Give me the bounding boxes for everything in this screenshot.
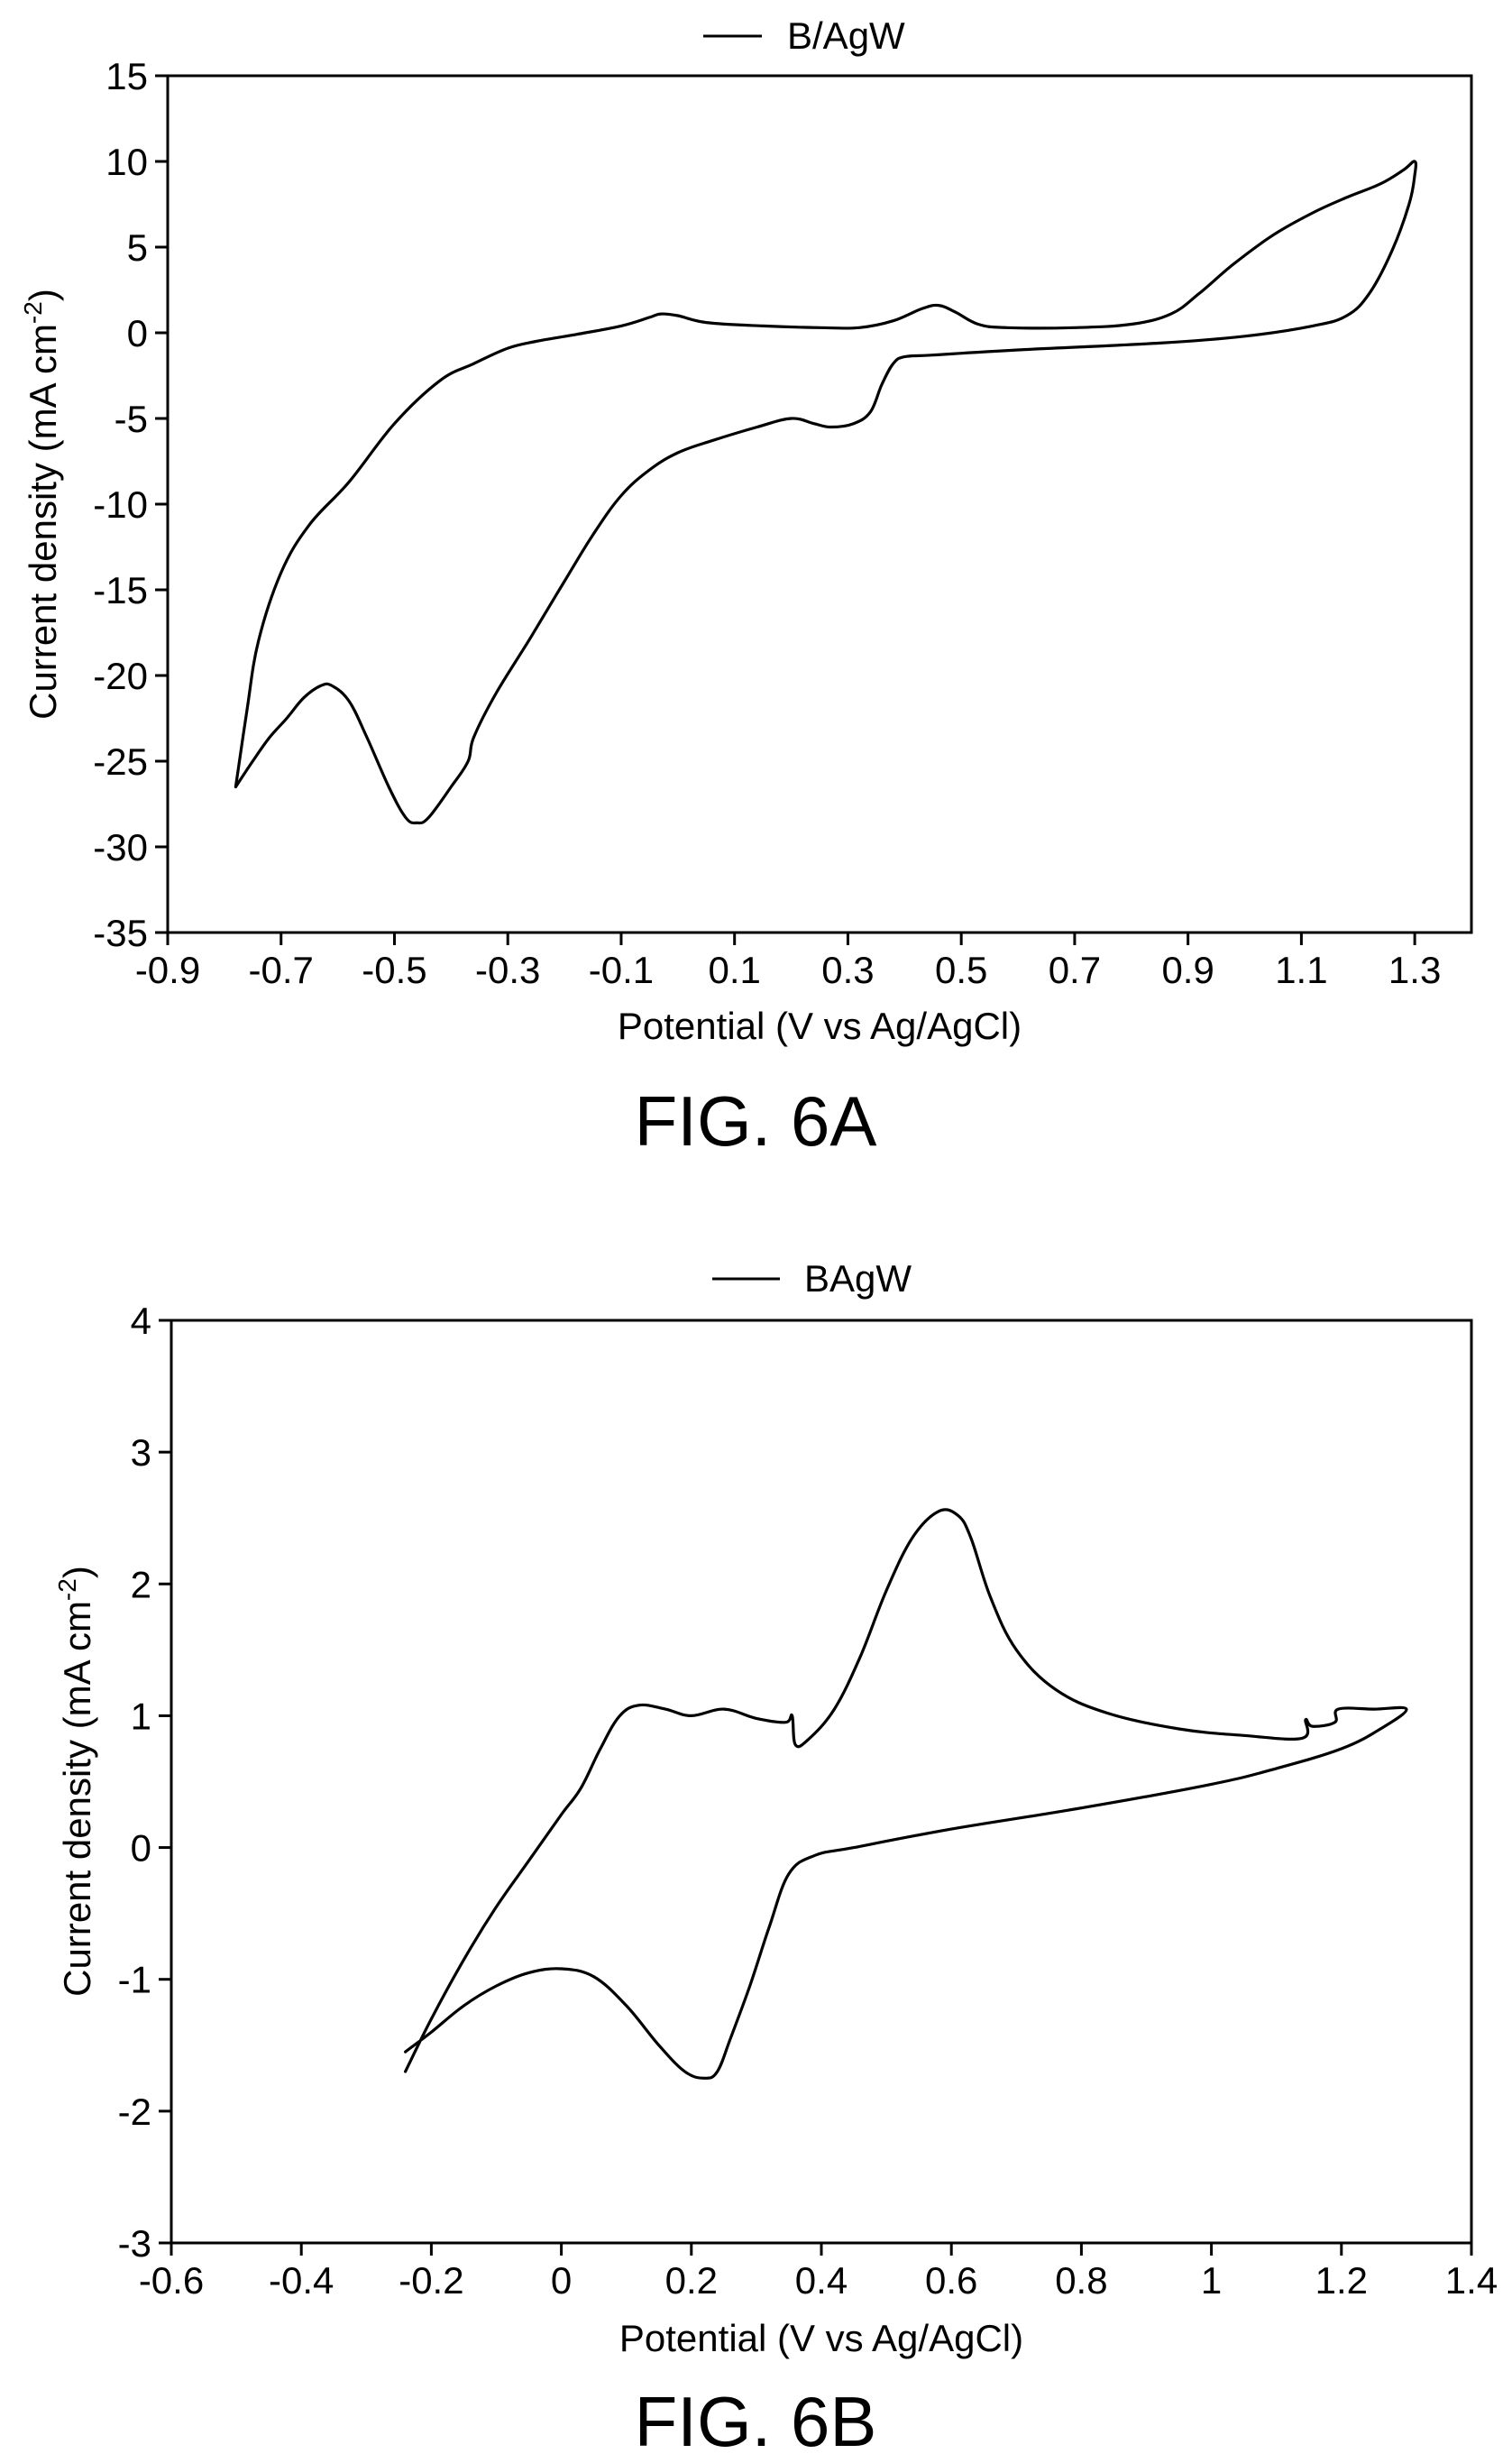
y-axis-label-superscript: -2 <box>53 1578 81 1601</box>
x-tick-label: 0.2 <box>665 2259 718 2302</box>
x-tick-label: 0.7 <box>1049 949 1101 991</box>
plot-frame <box>170 1319 1473 2245</box>
x-tick-label: 1 <box>1201 2259 1222 2302</box>
y-axis-label-close: ) <box>56 1566 98 1578</box>
y-tick-label: 2 <box>131 1563 151 1605</box>
x-axis-label: Potential (V vs Ag/AgCl) <box>618 1005 1022 1047</box>
y-tick-label: -30 <box>93 826 148 868</box>
legend-label: BAgW <box>804 1257 912 1300</box>
x-tick-label: 0.8 <box>1055 2259 1107 2302</box>
y-axis-label-main: Current density (mA cm <box>56 1601 98 1997</box>
y-tick-label: -3 <box>118 2222 151 2265</box>
y-axis-label-close: ) <box>22 289 64 301</box>
y-tick-label: 10 <box>105 141 148 183</box>
series-line-b-agw <box>234 160 1418 825</box>
figure-caption: FIG. 6A <box>635 1081 877 1161</box>
y-tick-label: -1 <box>118 1959 151 2001</box>
y-axis-label: Current density (mA cm-2) <box>53 1566 98 1997</box>
chart-fig-6a: B/AgW -0.9 -0.7 -0.5 -0.3 -0.1 0.1 0.3 0.5 0.7 0.… <box>19 14 1473 1161</box>
x-tick-label: -0.4 <box>269 2259 334 2302</box>
y-tick-label: -15 <box>93 569 148 611</box>
x-tick-label: -0.9 <box>135 949 200 991</box>
y-axis-label-main: Current density (mA cm <box>22 324 64 720</box>
chart-fig-6b: BAgW -0.6 -0.4 -0.2 0 0.2 0.4 0.6 0.8 1 1.2 1.4 4 3… <box>53 1257 1498 2461</box>
y-tick-label: 0 <box>131 1827 151 1870</box>
x-tick-label: 1.3 <box>1388 949 1441 991</box>
x-tick-label: 0.5 <box>935 949 987 991</box>
y-tick-label: 15 <box>105 55 148 97</box>
y-tick-label: -25 <box>93 740 148 783</box>
x-axis-ticks: -0.9 -0.7 -0.5 -0.3 -0.1 0.1 0.3 0.5 0.7 0.9 1.1 1.… <box>135 933 1441 991</box>
x-tick-label: 0.3 <box>821 949 874 991</box>
legend: BAgW <box>712 1257 912 1300</box>
x-tick-label: 1.1 <box>1275 949 1327 991</box>
x-tick-label: -0.1 <box>589 949 654 991</box>
x-tick-label: -0.2 <box>399 2259 463 2302</box>
y-tick-label: -2 <box>118 2091 151 2133</box>
series-line-bagw <box>404 1508 1408 2080</box>
x-tick-label: 0.1 <box>709 949 761 991</box>
figure-caption: FIG. 6B <box>635 2382 877 2461</box>
x-tick-label: -0.5 <box>362 949 426 991</box>
x-tick-label: 0.9 <box>1161 949 1214 991</box>
x-tick-label: 0.6 <box>925 2259 977 2302</box>
plot-frame <box>166 74 1473 934</box>
x-tick-label: 1.4 <box>1445 2259 1498 2302</box>
x-axis-label: Potential (V vs Ag/AgCl) <box>619 2317 1023 2359</box>
x-tick-label: -0.7 <box>249 949 314 991</box>
y-tick-label: 3 <box>131 1431 151 1474</box>
y-tick-label: 0 <box>127 312 148 354</box>
legend: B/AgW <box>703 14 905 57</box>
x-axis-ticks: -0.6 -0.4 -0.2 0 0.2 0.4 0.6 0.8 1 1.2 1.4 <box>139 2243 1498 2302</box>
x-tick-label: 1.2 <box>1315 2259 1368 2302</box>
y-tick-label: 4 <box>131 1300 151 1342</box>
x-tick-label: -0.6 <box>139 2259 204 2302</box>
y-tick-label: -20 <box>93 655 148 697</box>
y-tick-label: 5 <box>127 226 148 269</box>
x-tick-label: 0 <box>551 2259 572 2302</box>
x-tick-label: 0.4 <box>795 2259 848 2302</box>
y-axis-ticks: 15 10 5 0 -5 -10 -15 -20 -25 -30 -35 <box>93 55 168 954</box>
y-tick-label: -5 <box>115 398 148 440</box>
y-axis-ticks: 4 3 2 1 0 -1 -2 -3 <box>118 1300 171 2265</box>
y-axis-label: Current density (mA cm-2) <box>19 289 64 720</box>
y-tick-label: 1 <box>131 1695 151 1737</box>
legend-label: B/AgW <box>787 14 905 57</box>
y-axis-label-superscript: -2 <box>19 301 47 324</box>
y-tick-label: -35 <box>93 912 148 954</box>
x-tick-label: -0.3 <box>475 949 540 991</box>
y-tick-label: -10 <box>93 483 148 526</box>
